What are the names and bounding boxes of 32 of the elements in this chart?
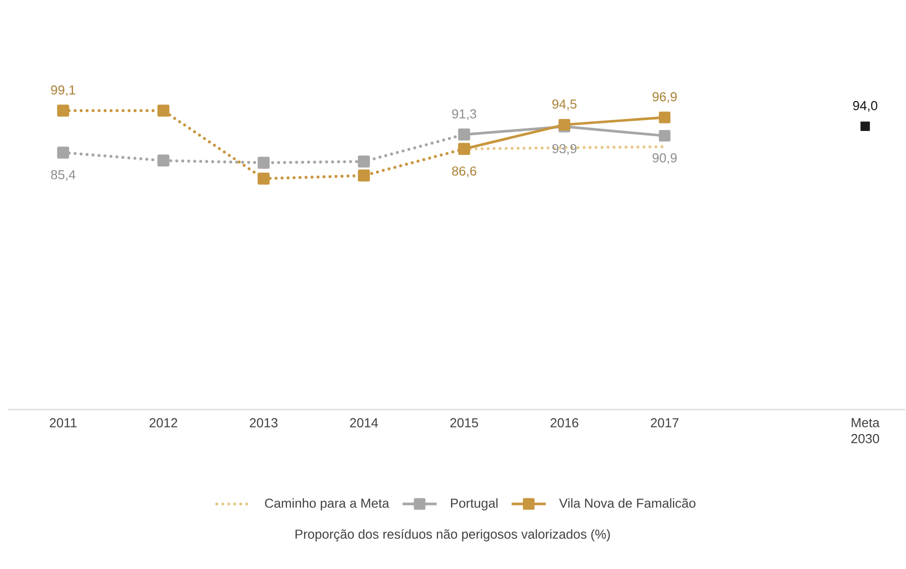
- x-tick-label: 2014: [350, 418, 378, 428]
- point: [658, 112, 670, 124]
- data-label: 94,5: [552, 100, 576, 110]
- point: [258, 156, 270, 169]
- data-label: 91,3: [452, 110, 476, 120]
- legend-label: Portugal: [451, 498, 498, 511]
- legend-label: Caminho para a Meta: [265, 498, 390, 511]
- legend-label: Vila Nova de Famalicão: [559, 498, 696, 508]
- data-label: 85,4: [51, 170, 76, 182]
- point: [258, 172, 270, 185]
- data-label: 99,1: [51, 86, 76, 96]
- data-label: 96,9: [652, 92, 677, 104]
- x-tick-label: 2015: [450, 418, 478, 428]
- point: [358, 170, 370, 182]
- data-label: 86,6: [452, 166, 476, 178]
- x-tick-label: Meta 2030: [851, 418, 880, 444]
- data-label: 90,9: [652, 154, 677, 164]
- point: [57, 146, 70, 159]
- point: [860, 122, 870, 132]
- point: [57, 104, 70, 117]
- point: [157, 104, 170, 117]
- text: Proporção dos resíduos não perigosos valorizados (%): [296, 529, 610, 542]
- point: [658, 130, 670, 142]
- data-label: 93,9: [552, 144, 576, 156]
- point: [358, 156, 370, 168]
- x-tick-label: 2011: [50, 418, 76, 428]
- x-tick-label: 2012: [150, 418, 178, 428]
- x-tick-label: 2016: [550, 418, 578, 428]
- x-tick-label: 2013: [250, 418, 278, 428]
- data-label: 94,0: [853, 101, 878, 112]
- x-tick-label: 2017: [650, 418, 678, 428]
- point: [157, 154, 170, 167]
